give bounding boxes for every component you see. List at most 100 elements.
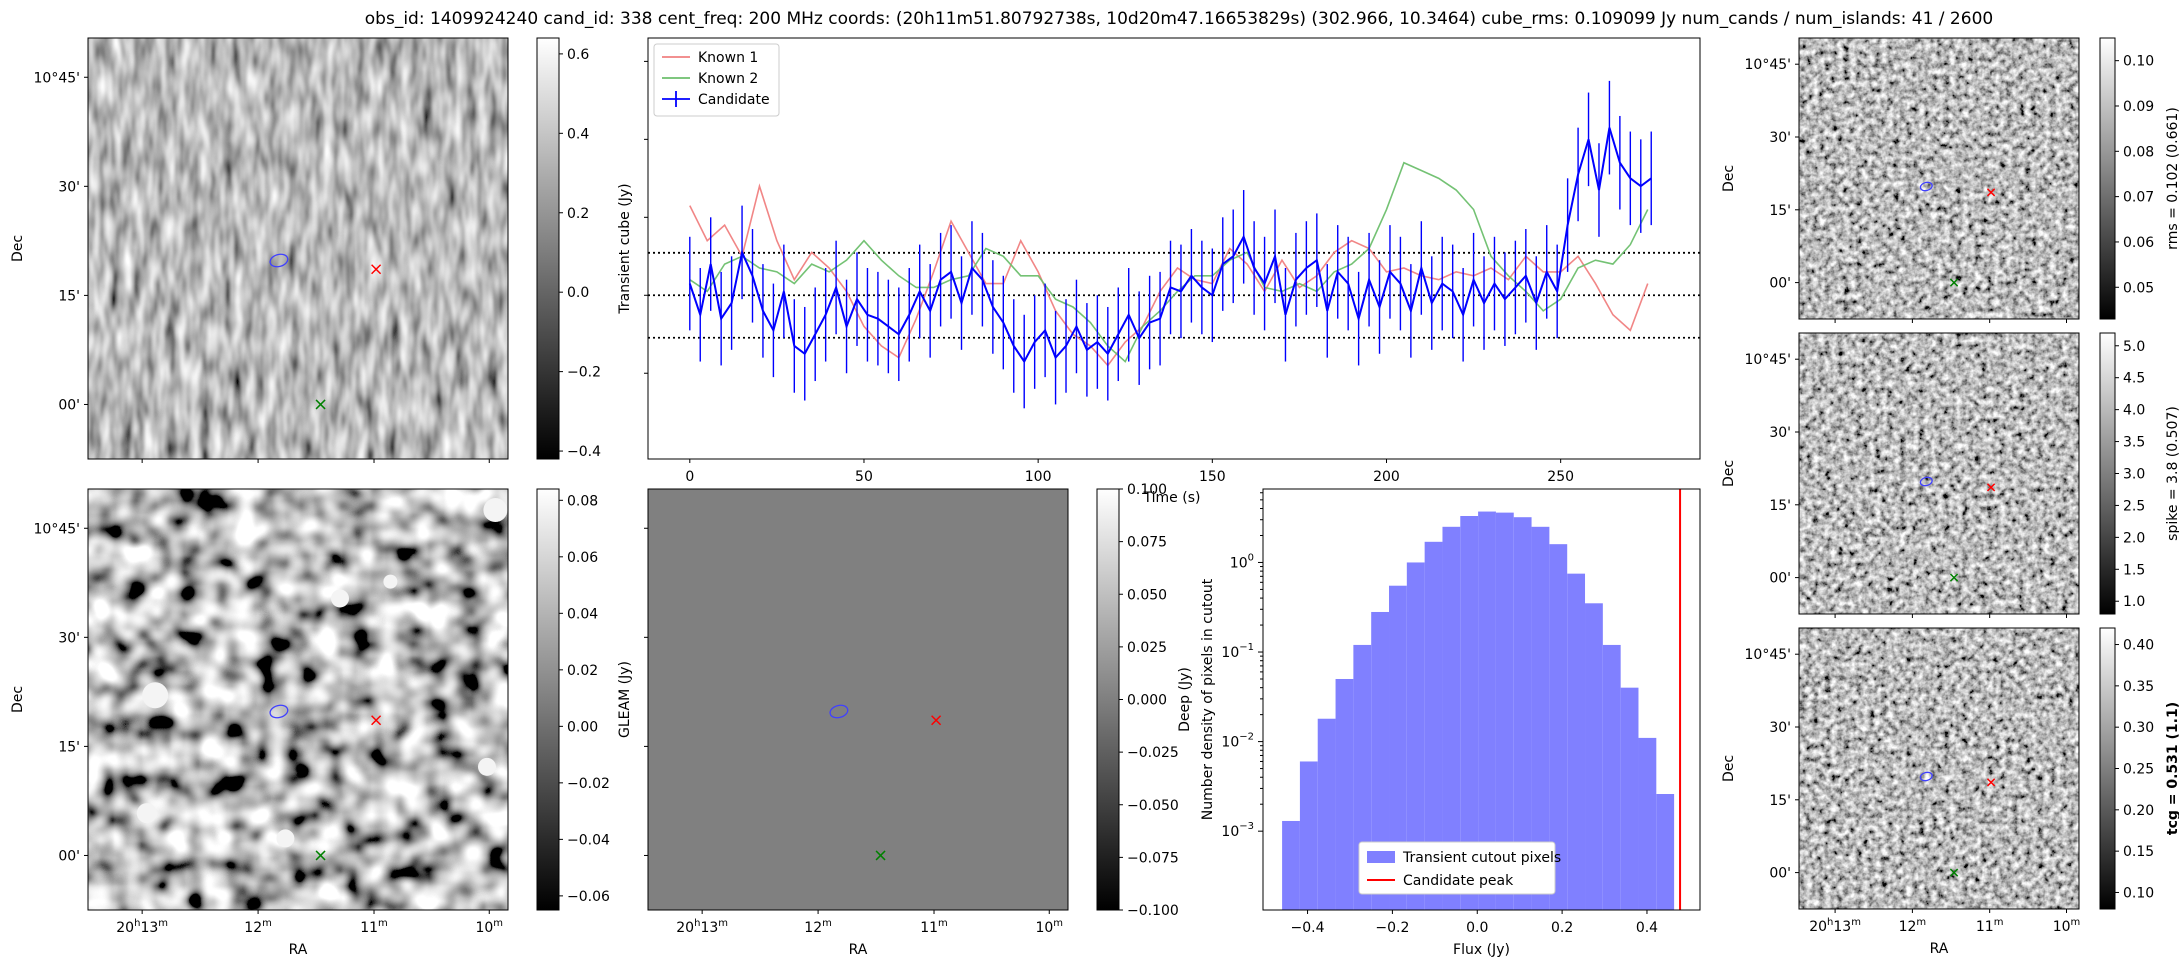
colorbar-tick-label: 5.0 <box>2123 339 2145 355</box>
unit-text: 10 <box>1035 920 1053 936</box>
colorbar-tick-label: 0.02 <box>567 663 598 679</box>
x-tick-label: 10m <box>1035 918 1063 936</box>
image-spike <box>1799 333 2079 614</box>
legend: Known 1 Known 2 Candidate <box>653 43 780 117</box>
unit-text: 12 <box>1899 919 1917 935</box>
colorbar-tick-label: 0.07 <box>2123 190 2154 206</box>
y-tick-label: 15' <box>58 288 80 304</box>
colorbar-tick-label: −0.02 <box>567 776 610 792</box>
unit-superscript: m <box>262 918 272 929</box>
y-tick-label: 00' <box>1769 866 1791 882</box>
panel-gleam: 10°45'30'15'00'20h13m 12m 11m 10mDecRA0.080… <box>10 488 633 958</box>
x-tick-label: 11m <box>920 918 948 936</box>
x-axis-label: RA <box>289 942 308 958</box>
hist-bar <box>1531 526 1550 910</box>
colorbar-tick-label: −0.100 <box>1127 903 1179 919</box>
colorbar <box>1096 488 1120 911</box>
colorbar-tick-label: 0.00 <box>567 719 598 735</box>
axes-frame <box>1798 627 2080 910</box>
panel-transient-cube: 10°45' 30' 15' 00' Dec 0.6 0.4 0.2 0.0 −0.2 −0.4 Tr… <box>10 37 633 463</box>
unit-superscript: m <box>493 918 503 929</box>
bright-source <box>383 574 398 589</box>
hist-bar <box>1299 761 1318 910</box>
colorbar-label: spike = 3.8 (0.507) <box>2165 406 2179 541</box>
y-tick-label: 30' <box>1769 720 1791 736</box>
image-transient-cube <box>88 38 508 459</box>
noise-image <box>1799 38 2079 319</box>
unit-superscript: m <box>158 918 168 929</box>
unit-superscript: m <box>378 918 388 929</box>
colorbar-tick-label: 0.25 <box>2123 762 2154 778</box>
x-tick-label: −0.2 <box>1375 920 1409 936</box>
y-tick-label: 30' <box>1769 130 1791 146</box>
reference-marker <box>315 850 326 861</box>
noise-image <box>1799 628 2079 909</box>
hist-bar <box>1389 585 1407 910</box>
y-tick-label: 10°45' <box>34 70 80 86</box>
colorbar-tick-label: −0.06 <box>567 889 610 905</box>
hist-bar <box>1620 687 1639 910</box>
image-tcg <box>1799 628 2079 909</box>
unit-text: 13 <box>140 920 158 936</box>
y-tick-label: 30' <box>58 179 80 195</box>
hist-bar <box>1478 511 1496 910</box>
x-tick-label: 0.4 <box>1636 920 1658 936</box>
colorbar <box>536 488 560 911</box>
y-tick-label: 00' <box>1769 276 1791 292</box>
panel-spike: 10°45' 30' 15' 00' Dec 5.0 4.5 4.0 3.5 3.0 2.5 2.0 1… <box>1721 332 2179 618</box>
x-axis-label: RA <box>849 942 868 958</box>
legend-frame <box>1358 841 1556 895</box>
tick-base: 10 <box>1221 824 1239 840</box>
reference-marker <box>1949 868 1959 877</box>
figure-title: obs_id: 1409924240 cand_id: 338 cent_fre… <box>365 9 1993 29</box>
axes-frame <box>1798 332 2080 615</box>
source-ellipse <box>829 704 849 719</box>
unit-superscript: m <box>1994 917 2004 928</box>
unit-text: 11 <box>1976 919 1994 935</box>
x-tick-label: 0.0 <box>1466 920 1488 936</box>
reference-marker <box>875 850 886 861</box>
colorbar-tick-label: −0.04 <box>567 832 610 848</box>
axes-frame-top <box>1262 488 1701 911</box>
unit-superscript: m <box>1916 917 1926 928</box>
axes-frame <box>647 488 1069 911</box>
y-axis-label: Number density of pixels in cutout <box>1200 578 1216 820</box>
hist-bar <box>1317 718 1336 910</box>
legend-frame <box>653 43 780 117</box>
colorbar <box>2099 627 2116 910</box>
y-tick-label: 00' <box>58 397 80 413</box>
hist-bar <box>1371 611 1390 910</box>
panel-lightcurve: 0 50 100 150 200 250 Time (s) Known 1 Known 2 Can… <box>644 37 1701 506</box>
bright-source <box>142 682 169 709</box>
y-tick-label: 10−1 <box>1221 642 1254 661</box>
colorbar <box>536 37 560 460</box>
x-tick-label: 12m <box>1899 917 1927 935</box>
hist-bar <box>1442 526 1461 910</box>
x-tick-label: 10m <box>2053 917 2081 935</box>
x-tick-label: 100 <box>1025 469 1052 485</box>
unit-superscript: m <box>1053 918 1063 929</box>
colorbar-tick-label: −0.2 <box>567 365 601 381</box>
unit-text: 13 <box>1833 919 1851 935</box>
bright-source <box>136 803 157 824</box>
unit-text: 10 <box>475 920 493 936</box>
legend-label: Transient cutout pixels <box>1402 850 1561 866</box>
x-tick-label: 0 <box>685 469 694 485</box>
noise-image <box>1799 333 2079 614</box>
unit-superscript: h <box>694 918 700 929</box>
y-tick-label: 30' <box>58 630 80 646</box>
series-candidate <box>688 127 1652 364</box>
source-ellipse <box>269 704 289 719</box>
colorbar-tick-label: 4.5 <box>2123 371 2145 387</box>
colorbar-tick-label: 0.08 <box>2123 144 2154 160</box>
unit-text: 13 <box>700 920 718 936</box>
y-tick-label: 10°45' <box>1745 352 1791 368</box>
series-known-1 <box>689 183 1649 367</box>
unit-text: 12 <box>244 920 262 936</box>
unit-superscript: h <box>1827 917 1833 928</box>
hist-bar <box>1602 644 1621 910</box>
x-tick-label: 20h13m <box>1809 917 1861 935</box>
y-tick-label: 10°45' <box>34 521 80 537</box>
hist-bar <box>1513 517 1532 910</box>
